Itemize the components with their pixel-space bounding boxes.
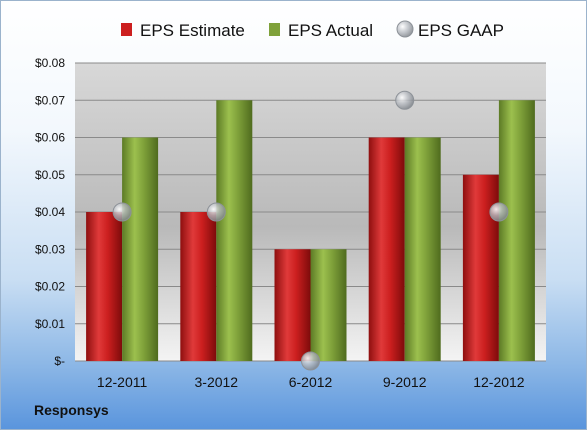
gaap-markers [112,90,509,371]
legend-label: EPS Actual [288,21,373,40]
gaap-marker [395,90,415,110]
y-tick-label: $0.04 [35,205,65,219]
estimate-bar [462,174,499,361]
x-tick-label: 12-2011 [97,374,148,390]
gaap-marker [301,351,320,371]
estimate-bar [180,212,217,361]
actual-bar [404,137,441,361]
legend-label: EPS Estimate [140,21,245,40]
y-axis: $- $0.01 $0.02 $0.03 $0.04 $0.05 $0.06 $0.07 $0.… [35,56,65,368]
x-axis: 12-2011 3-2012 6-2012 9-2012 12-2012 [97,374,525,390]
gaap-marker [206,202,226,222]
legend-swatch [269,23,280,36]
legend-swatch [396,20,414,38]
gaap-marker [489,202,509,222]
estimate-bar [274,249,311,361]
estimate-bar [86,212,123,361]
y-tick-label: $0.06 [35,131,65,145]
actual-bar [122,137,159,361]
legend: EPS Estimate EPS Actual EPS GAAP [121,20,504,40]
gaap-marker [112,202,132,222]
x-tick-label: 3-2012 [195,374,239,390]
y-tick-label: $0.07 [35,93,65,107]
legend-swatch [121,23,132,36]
y-tick-label: $0.05 [35,168,65,182]
actual-bar [498,100,535,361]
company-name: Responsys [34,402,109,418]
y-tick-label: $0.01 [35,317,65,331]
actual-bar [216,100,253,361]
legend-label: EPS GAAP [418,21,504,40]
estimate-bar [368,137,405,361]
actual-bar [310,249,347,361]
y-tick-label: $0.03 [35,242,65,256]
y-tick-label: $0.08 [35,56,65,70]
x-tick-label: 12-2012 [473,374,525,390]
x-tick-label: 6-2012 [289,374,333,390]
bar-series [86,100,535,361]
y-tick-label: $- [54,354,65,368]
y-tick-label: $0.02 [35,280,65,294]
x-tick-label: 9-2012 [383,374,427,390]
